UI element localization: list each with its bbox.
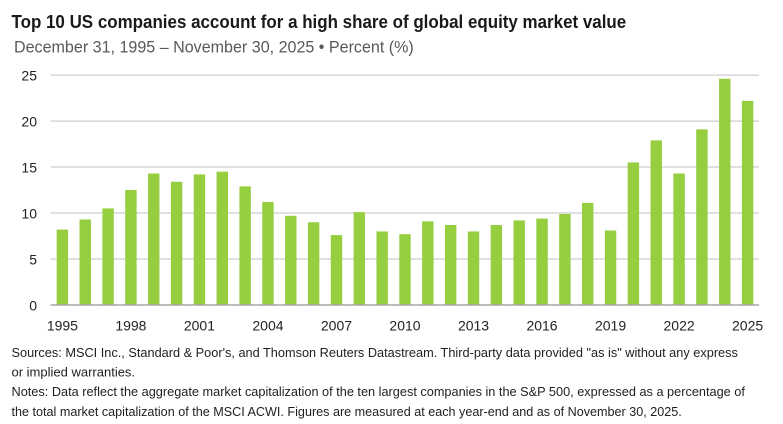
svg-text:2007: 2007 [321, 318, 352, 334]
svg-text:0: 0 [29, 297, 37, 313]
svg-text:5: 5 [29, 251, 37, 267]
svg-text:1995: 1995 [47, 318, 78, 334]
svg-text:2016: 2016 [526, 318, 557, 334]
svg-text:December 31, 1995 – November 3: December 31, 1995 – November 30, 2025 • … [14, 38, 414, 57]
svg-text:25: 25 [21, 67, 37, 83]
svg-text:15: 15 [21, 159, 37, 175]
svg-text:1998: 1998 [115, 318, 146, 334]
svg-text:2025: 2025 [732, 318, 763, 334]
svg-text:2010: 2010 [389, 318, 420, 334]
svg-text:2013: 2013 [458, 318, 489, 334]
svg-text:2019: 2019 [595, 318, 626, 334]
svg-text:or implied warranties.: or implied warranties. [12, 365, 136, 380]
svg-text:Notes: Data reflect the aggreg: Notes: Data reflect the aggregate market… [12, 384, 746, 399]
svg-text:Sources: MSCI Inc., Standard &: Sources: MSCI Inc., Standard & Poor's, a… [12, 345, 739, 360]
svg-text:10: 10 [21, 205, 37, 221]
svg-text:2022: 2022 [664, 318, 695, 334]
svg-text:2001: 2001 [184, 318, 215, 334]
svg-text:Top 10 US companies account fo: Top 10 US companies account for a high s… [12, 11, 627, 32]
svg-text:20: 20 [21, 113, 37, 129]
svg-text:the total market capitalizatio: the total market capitalization of the M… [12, 404, 682, 419]
svg-text:2004: 2004 [252, 318, 283, 334]
